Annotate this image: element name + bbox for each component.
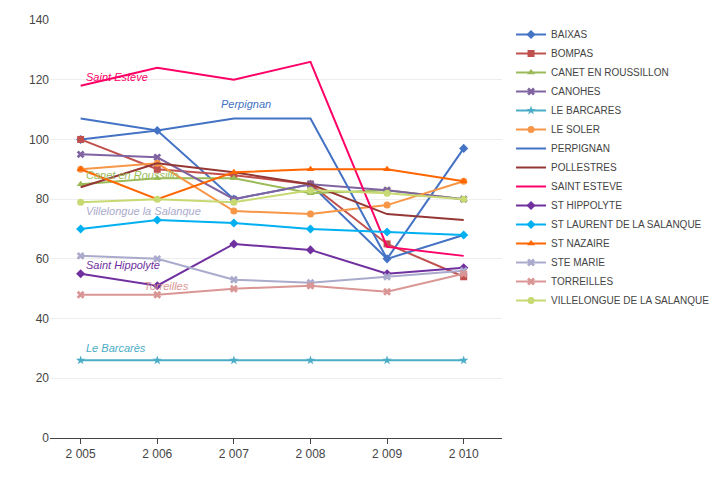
svg-text:2 008: 2 008 (295, 447, 325, 461)
svg-text:STE MARIE: STE MARIE (551, 257, 605, 268)
svg-text:Le Barcarès: Le Barcarès (86, 342, 146, 354)
svg-text:BOMPAS: BOMPAS (551, 48, 593, 59)
svg-text:Perpignan: Perpignan (221, 98, 271, 110)
svg-text:ST HIPPOLYTE: ST HIPPOLYTE (551, 200, 622, 211)
svg-text:Torreilles: Torreilles (144, 280, 189, 292)
svg-text:Saint Estève: Saint Estève (86, 71, 148, 83)
svg-text:100: 100 (29, 133, 49, 147)
svg-text:140: 140 (29, 13, 49, 27)
svg-text:2 006: 2 006 (142, 447, 172, 461)
svg-text:2 005: 2 005 (66, 447, 96, 461)
svg-text:20: 20 (36, 371, 50, 385)
svg-text:60: 60 (36, 252, 50, 266)
svg-text:ST NAZAIRE: ST NAZAIRE (551, 238, 610, 249)
svg-text:80: 80 (36, 192, 50, 206)
svg-text:0: 0 (42, 431, 49, 445)
svg-text:Saint Hippolyte: Saint Hippolyte (86, 259, 160, 271)
svg-text:POLLESTRES: POLLESTRES (551, 162, 617, 173)
svg-text:2 007: 2 007 (219, 447, 249, 461)
svg-text:TORREILLES: TORREILLES (551, 276, 613, 287)
svg-text:CANOHES: CANOHES (551, 86, 601, 97)
svg-text:LE SOLER: LE SOLER (551, 124, 600, 135)
svg-text:PERPIGNAN: PERPIGNAN (551, 143, 610, 154)
svg-text:SAINT ESTEVE: SAINT ESTEVE (551, 181, 623, 192)
svg-text:2 009: 2 009 (372, 447, 402, 461)
svg-text:ST LAURENT DE LA SALANQUE: ST LAURENT DE LA SALANQUE (551, 219, 702, 230)
svg-text:VILLELONGUE DE LA SALANQUE: VILLELONGUE DE LA SALANQUE (551, 295, 709, 306)
svg-text:LE BARCARES: LE BARCARES (551, 105, 621, 116)
svg-text:Villelongue la Salanque: Villelongue la Salanque (86, 205, 201, 217)
svg-text:CANET EN ROUSSILLON: CANET EN ROUSSILLON (551, 67, 669, 78)
svg-text:Canet en Roussillo…: Canet en Roussillo… (86, 169, 189, 181)
svg-text:120: 120 (29, 73, 49, 87)
svg-text:BAIXAS: BAIXAS (551, 29, 587, 40)
svg-text:2 010: 2 010 (449, 447, 479, 461)
svg-text:40: 40 (36, 312, 50, 326)
